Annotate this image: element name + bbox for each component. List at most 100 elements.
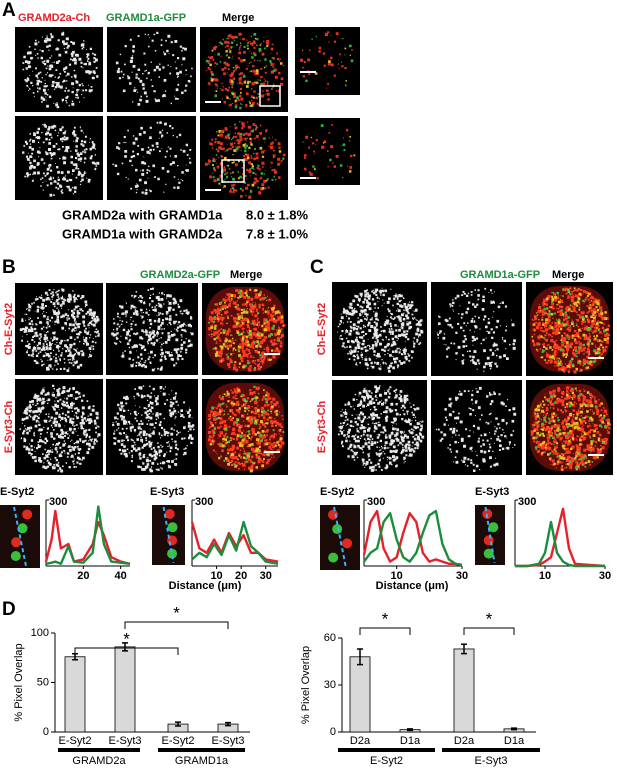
x-tick-label: D1a — [400, 735, 421, 747]
speckles — [115, 31, 193, 106]
profile-trace — [45, 505, 131, 565]
micrograph — [332, 282, 427, 376]
significance-label: * — [486, 609, 493, 628]
speckles — [531, 287, 610, 371]
speckles — [337, 385, 425, 472]
panel-label: D — [2, 599, 16, 620]
group-label: GRAMD1a — [175, 755, 229, 767]
y-tick-label: 0 — [43, 726, 49, 738]
error-bar — [175, 721, 181, 727]
x-tick-label: 30 — [599, 570, 611, 582]
thumbnail-spot — [332, 524, 343, 535]
profile-title: E-Syt3 — [475, 486, 509, 498]
profile-line — [162, 506, 175, 564]
micrograph — [431, 282, 522, 376]
speckles — [208, 290, 281, 370]
bar — [64, 656, 86, 733]
x-tick-label: 10 — [391, 570, 403, 582]
channel-label: GRAMD1a-GFP — [460, 269, 540, 281]
significance-bracket — [359, 627, 411, 635]
x-tick-label: 20 — [235, 570, 247, 582]
thumbnail-spot — [328, 552, 339, 563]
speckles — [310, 136, 356, 173]
group-label: E-Syt3 — [474, 755, 507, 767]
x-tick-label: D1a — [504, 735, 525, 747]
speckles — [19, 288, 100, 372]
thumbnail-spot — [10, 551, 21, 562]
x-tick-label: E-Syt2 — [161, 735, 194, 747]
y-tick-label: 100 — [31, 627, 49, 639]
y-tick-label: 300 — [518, 496, 536, 508]
speckles — [534, 387, 607, 469]
error-bar — [122, 642, 128, 652]
profile-line — [13, 506, 27, 567]
channel-label: Merge — [552, 269, 584, 281]
profile-title: E-Syt3 — [150, 486, 184, 498]
x-tick-label: 40 — [115, 570, 127, 582]
profile-line — [333, 506, 347, 569]
error-bar — [407, 728, 413, 732]
micrograph — [200, 27, 288, 112]
profile-title: E-Syt2 — [320, 486, 354, 498]
significance-bracket — [463, 627, 515, 635]
y-axis-label: % Pixel Overlap — [13, 643, 25, 721]
channel-label: GRAMD1a-GFP — [106, 12, 186, 24]
speckles — [19, 384, 101, 473]
x-tick-label: D2a — [350, 735, 371, 747]
stat-value: 8.0 ± 1.8% — [246, 207, 309, 222]
speckles — [435, 386, 517, 472]
thumbnail-spot — [11, 537, 22, 548]
speckles — [209, 389, 285, 473]
profile-line — [484, 506, 496, 564]
thumbnail-spot — [22, 509, 33, 520]
profile-trace — [515, 520, 605, 568]
micrograph — [106, 379, 198, 475]
speckles — [208, 289, 286, 372]
profile-trace — [191, 520, 279, 565]
thumbnail-spot — [164, 509, 175, 519]
bar — [349, 656, 371, 733]
y-tick-label: 60 — [324, 632, 336, 644]
stat-label: GRAMD1a with GRAMD2a — [62, 226, 223, 241]
x-tick-label: 10 — [539, 570, 551, 582]
micrograph — [431, 380, 522, 475]
channel-label: Merge — [222, 12, 254, 24]
panel-label: B — [2, 257, 16, 278]
speckles — [207, 386, 285, 472]
error-bar — [357, 648, 363, 666]
x-axis-label: Distance (μm) — [169, 580, 242, 592]
y-axis-label: % Pixel Overlap — [300, 646, 312, 724]
x-tick-label: 20 — [77, 570, 89, 582]
significance-bracket — [74, 647, 179, 655]
inset-box — [259, 85, 281, 107]
thumbnail-spot — [342, 538, 353, 549]
stat-value: 7.8 ± 1.0% — [246, 226, 309, 241]
error-bar — [511, 727, 517, 731]
y-tick-label: 300 — [195, 496, 213, 508]
profile-trace — [362, 509, 463, 567]
x-tick-label: 30 — [456, 570, 468, 582]
x-tick-label: E-Syt2 — [58, 735, 91, 747]
y-tick-label: 30 — [324, 679, 336, 691]
x-axis-label: Distance (μm) — [376, 580, 449, 592]
error-bar — [461, 643, 467, 655]
x-tick-label: 10 — [210, 570, 222, 582]
profile-trace — [44, 509, 131, 565]
x-tick-label: E-Syt3 — [108, 735, 141, 747]
bar — [453, 648, 475, 733]
micrograph — [107, 116, 196, 200]
significance-bracket — [124, 621, 229, 629]
significance-label: * — [173, 603, 180, 622]
thumbnail-spot — [167, 522, 178, 533]
speckles — [204, 121, 286, 199]
group-bar — [158, 748, 245, 752]
y-tick-label: 300 — [367, 496, 385, 508]
micrograph — [107, 27, 196, 112]
error-bar — [225, 721, 231, 727]
speckles — [210, 288, 284, 369]
row-label: E-Syt3-Ch — [316, 400, 328, 453]
channel-label: Merge — [230, 269, 262, 281]
speckles — [22, 123, 100, 197]
y-tick-label: 0 — [330, 726, 336, 738]
stat-label: GRAMD2a with GRAMD1a — [62, 207, 223, 222]
